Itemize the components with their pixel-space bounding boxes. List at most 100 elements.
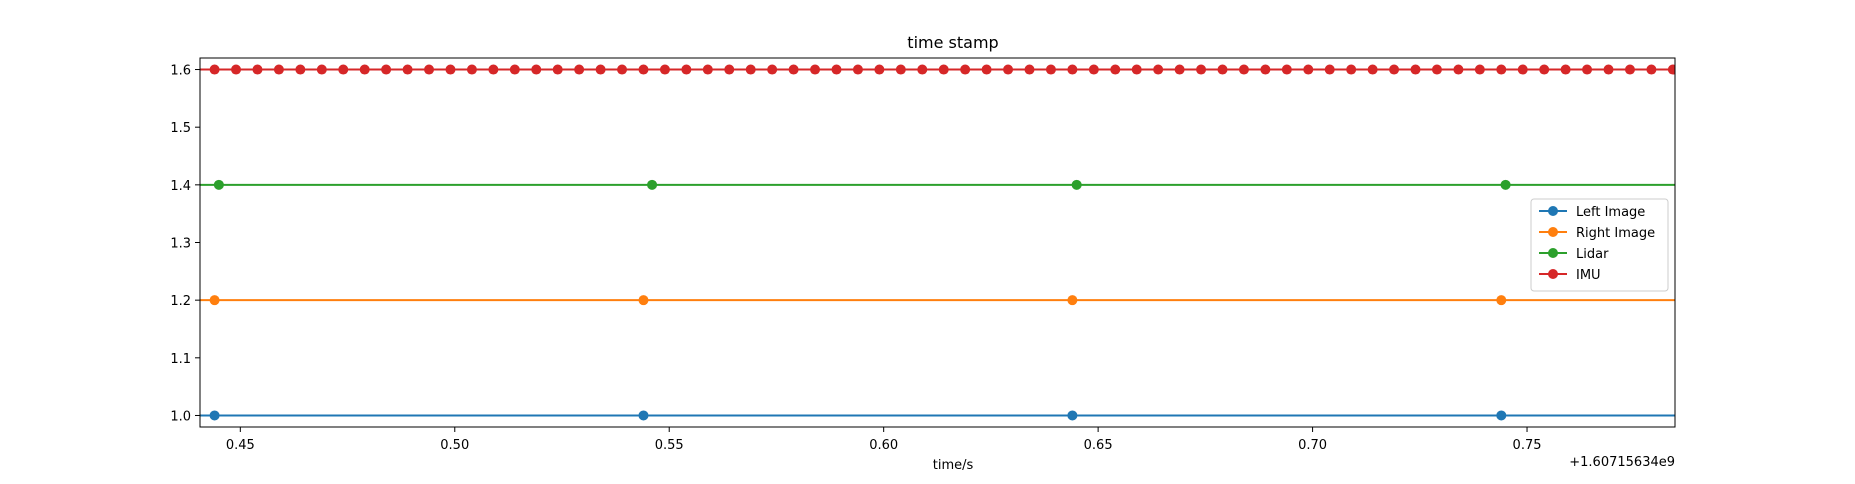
point-imu [1196,64,1207,75]
point-imu [1024,64,1035,75]
point-imu [745,64,756,75]
point-imu [1238,64,1249,75]
point-lidar [1071,179,1082,190]
point-imu [209,64,220,75]
legend-swatch-marker-imu [1548,269,1558,279]
point-imu [359,64,370,75]
point-imu [917,64,928,75]
point-imu [1474,64,1485,75]
point-imu [316,64,327,75]
y-tick-label: 1.6 [170,64,191,79]
y-tick-label: 1.0 [170,409,191,424]
point-imu [1582,64,1593,75]
point-imu [1560,64,1571,75]
point-imu [1067,64,1078,75]
y-tick-label: 1.3 [170,237,191,252]
point-imu [724,64,735,75]
point-imu [1088,64,1099,75]
point-imu [852,64,863,75]
legend-swatch-marker-right-image [1548,227,1558,237]
point-imu [595,64,606,75]
point-imu [702,64,713,75]
point-imu [488,64,499,75]
point-imu [1003,64,1014,75]
legend-label-right-image: Right Image [1576,226,1655,241]
point-imu [1131,64,1142,75]
point-imu [1303,64,1314,75]
point-imu [1539,64,1550,75]
y-tick-label: 1.2 [170,294,191,309]
x-tick-label: 0.60 [869,438,898,453]
point-right-image [209,295,220,306]
point-imu [574,64,585,75]
chart-title: time stamp [907,33,998,52]
point-imu [338,64,349,75]
point-imu [1045,64,1056,75]
x-tick-label: 0.50 [440,438,469,453]
legend-label-left-image: Left Image [1576,205,1645,220]
point-imu [1281,64,1292,75]
point-imu [1367,64,1378,75]
y-tick-label: 1.4 [170,179,191,194]
point-imu [509,64,520,75]
point-imu [617,64,628,75]
point-imu [1110,64,1121,75]
point-imu [1453,64,1464,75]
point-imu [788,64,799,75]
point-imu [381,64,392,75]
point-imu [531,64,542,75]
x-tick-label: 0.65 [1084,438,1113,453]
point-imu [1517,64,1528,75]
y-tick-label: 1.1 [170,352,191,367]
point-imu [638,64,649,75]
point-imu [1603,64,1614,75]
point-right-image [1496,295,1507,306]
point-lidar [213,179,224,190]
x-tick-label: 0.75 [1513,438,1542,453]
point-imu [402,64,413,75]
point-imu [445,64,456,75]
point-imu [252,64,263,75]
x-tick-label: 0.55 [655,438,684,453]
point-lidar [647,179,658,190]
point-imu [1410,64,1421,75]
point-imu [1431,64,1442,75]
x-axis-label: time/s [933,458,974,473]
point-imu [960,64,971,75]
point-imu [1217,64,1228,75]
x-tick-label: 0.70 [1298,438,1327,453]
point-imu [1346,64,1357,75]
point-imu [767,64,778,75]
point-right-image [638,295,649,306]
point-imu [1496,64,1507,75]
point-left-image [209,410,220,421]
point-imu [273,64,284,75]
legend-label-lidar: Lidar [1576,247,1609,262]
legend-swatch-marker-left-image [1548,206,1558,216]
point-imu [1624,64,1635,75]
y-tick-label: 1.5 [170,121,191,136]
legend-label-imu: IMU [1576,268,1601,283]
point-imu [659,64,670,75]
point-right-image [1067,295,1078,306]
point-imu [1153,64,1164,75]
point-imu [681,64,692,75]
x-axis-offset-label: +1.60715634e9 [1569,455,1675,470]
point-imu [1260,64,1271,75]
point-left-image [1067,410,1078,421]
point-imu [1389,64,1400,75]
point-imu [810,64,821,75]
point-imu [831,64,842,75]
point-imu [466,64,477,75]
point-imu [895,64,906,75]
point-imu [1174,64,1185,75]
point-lidar [1500,179,1511,190]
point-left-image [1496,410,1507,421]
legend-swatch-marker-lidar [1548,248,1558,258]
point-imu [938,64,949,75]
point-left-image [638,410,649,421]
point-imu [295,64,306,75]
x-tick-label: 0.45 [226,438,255,453]
